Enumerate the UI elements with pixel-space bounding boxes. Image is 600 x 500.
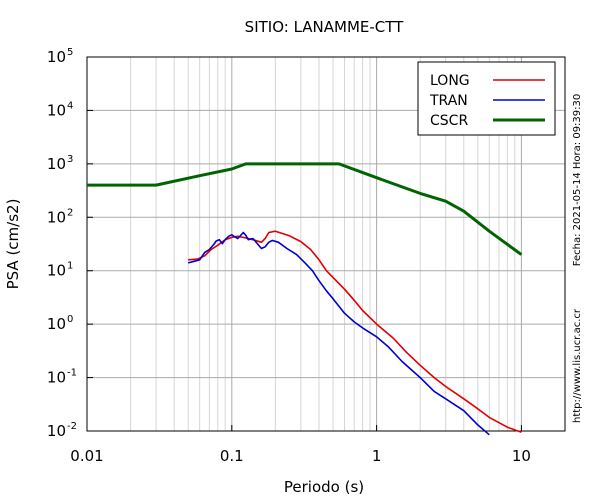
series-line-cscr	[87, 162, 523, 256]
url-text: http://www.lis.ucr.ac.cr	[572, 308, 583, 423]
x-tick-label: 10	[512, 447, 531, 465]
y-tick-label: 10	[47, 369, 66, 387]
y-tick-label: 10	[47, 315, 66, 333]
y-tick-exponent: -1	[67, 368, 77, 379]
legend: LONG TRAN CSCR	[417, 61, 556, 136]
series-lines	[87, 162, 523, 436]
legend-label-cscr: CSCR	[430, 113, 468, 129]
legend-box	[417, 61, 556, 136]
chart-title: SITIO: LANAMME-CTT	[245, 18, 404, 36]
legend-label-long: LONG	[430, 73, 470, 89]
y-tick-label: 10	[47, 48, 66, 66]
y-tick-exponent: 4	[67, 100, 73, 111]
date-text: Fecha: 2021-05-14 Hora: 09:39:30	[572, 94, 583, 267]
plot-frame	[86, 56, 566, 432]
series-line-long	[188, 230, 522, 433]
legend-label-tran: TRAN	[429, 93, 468, 109]
y-tick-label: 10	[47, 208, 66, 226]
x-axis-label: Periodo (s)	[284, 478, 364, 496]
y-tick-label: 10	[47, 155, 66, 173]
series-line-tran	[187, 231, 490, 436]
x-axis: 0.01 0.1 1 10	[70, 425, 531, 465]
x-tick-label: 0.01	[70, 447, 103, 465]
y-tick-exponent: -2	[67, 421, 77, 432]
y-tick-exponent: 1	[67, 261, 73, 272]
y-tick-exponent: 2	[67, 207, 73, 218]
y-tick-label: 10	[47, 101, 66, 119]
x-tick-label: 0.1	[220, 447, 244, 465]
y-axis-label: PSA (cm/s2)	[4, 199, 22, 290]
y-tick-exponent: 3	[67, 154, 73, 165]
x-tick-label: 1	[372, 447, 382, 465]
y-tick-label: 10	[47, 422, 66, 440]
y-tick-exponent: 5	[67, 47, 73, 58]
y-tick-exponent: 0	[67, 314, 73, 325]
y-tick-label: 10	[47, 262, 66, 280]
